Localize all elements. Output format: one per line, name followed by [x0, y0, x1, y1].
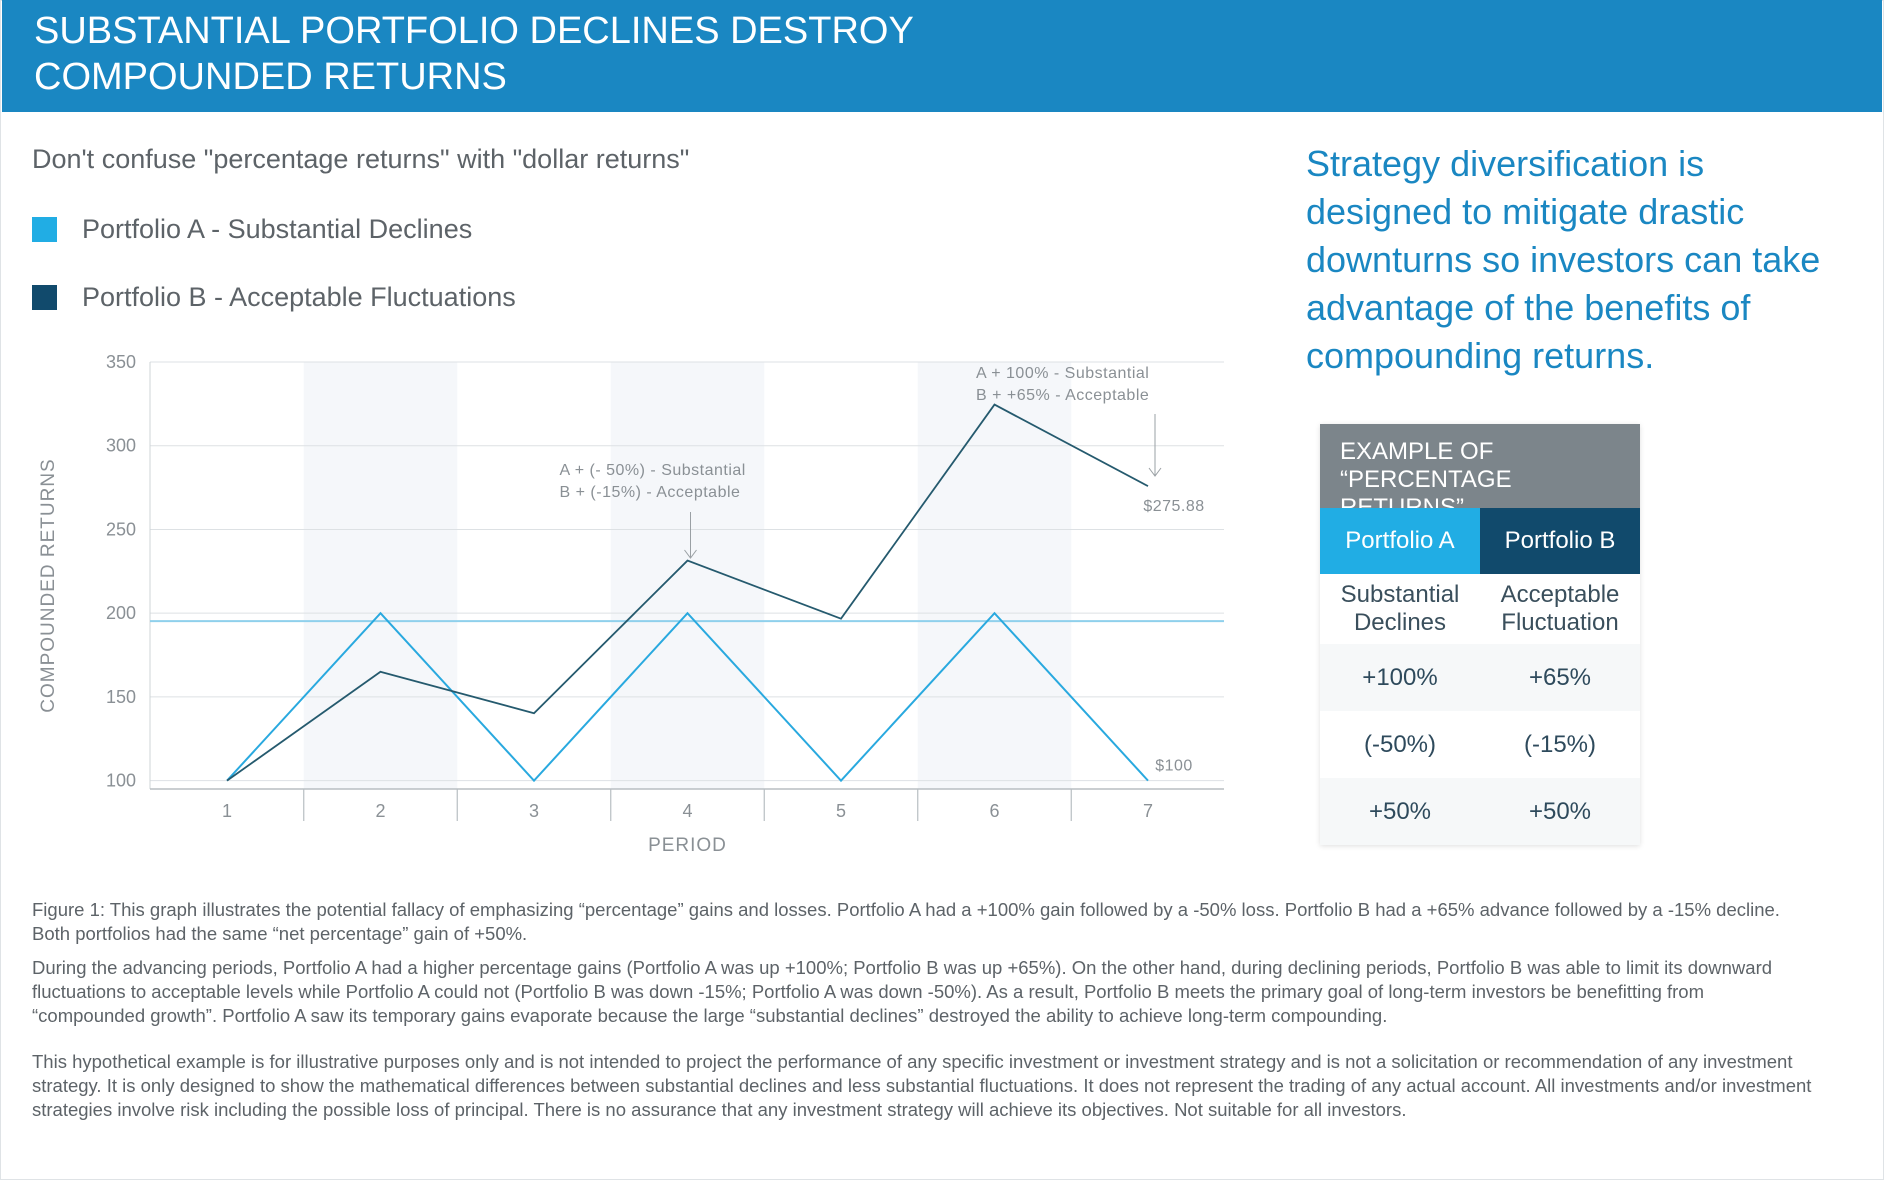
table-title: EXAMPLE OF “PERCENTAGE RETURNS” [1320, 424, 1640, 521]
page-title: SUBSTANTIAL PORTFOLIO DECLINES DESTROY C… [34, 10, 914, 98]
annotation-label: A + (- 50%) - Substantial [560, 462, 746, 479]
x-tick-label: 7 [1143, 801, 1153, 821]
table-cell: (-50%) [1363, 730, 1436, 758]
y-tick-label: 200 [106, 603, 136, 623]
legend-swatch-portfolio-b [32, 285, 57, 310]
table-desc-portfolio-b: Acceptable Fluctuation [1480, 574, 1640, 644]
x-tick-label: 6 [989, 801, 999, 821]
table-header-portfolio-a: Portfolio A [1320, 508, 1480, 574]
legend-swatch-portfolio-a [32, 217, 57, 242]
x-axis-label: PERIOD [648, 835, 727, 856]
table-desc-portfolio-a: Substantial Declines [1320, 574, 1480, 644]
annotation-label: B + +65% - Acceptable [976, 387, 1149, 404]
series-line-portfolio-a [226, 611, 1149, 783]
table-cell: +65% [1528, 663, 1592, 691]
annotation-label: A + 100% - Substantial [976, 365, 1149, 382]
line-chart: 100 150 200 250 300 350 1 2 3 4 5 6 7 PERIOD COMPOUNDE… [38, 352, 1224, 856]
table-cell: +100% [1362, 663, 1438, 691]
percentage-returns-table: EXAMPLE OF “PERCENTAGE RETURNS” Portfoli… [1320, 424, 1640, 845]
legend-label-portfolio-a: Portfolio A - Substantial Declines [82, 214, 473, 244]
table-cell: +50% [1528, 797, 1592, 825]
y-tick-label: 300 [106, 436, 136, 456]
annotation-arrowhead [1148, 467, 1162, 477]
x-tick-label: 4 [682, 801, 692, 821]
table-row: (-50%) (-15%) [1320, 711, 1640, 778]
y-tick-label: 250 [106, 519, 136, 539]
legend-label-portfolio-b: Portfolio B - Acceptable Fluctuations [82, 282, 516, 312]
column-band [303, 362, 458, 789]
table-cell: +50% [1368, 797, 1432, 825]
strategy-callout: Strategy diversification is designed to … [1306, 143, 1821, 376]
y-tick-label: 100 [106, 771, 136, 791]
table-row: +50% +50% [1320, 778, 1640, 845]
end-value-label: $275.88 [1143, 498, 1204, 515]
chart-subtitle: Don't confuse "percentage returns" with … [32, 144, 690, 174]
disclaimer: This hypothetical example is for illustr… [32, 1051, 1812, 1120]
table-cell: (-15%) [1523, 730, 1596, 758]
column-band [917, 362, 1072, 789]
column-band [610, 362, 765, 789]
end-value-label: $100 [1155, 758, 1193, 775]
header-banner: SUBSTANTIAL PORTFOLIO DECLINES DESTROY C… [2, 0, 1882, 112]
figure-caption: Figure 1: This graph illustrates the pot… [32, 899, 1780, 944]
y-tick-label: 150 [106, 687, 136, 707]
x-tick-label: 1 [222, 801, 232, 821]
table-row: +100% +65% [1320, 644, 1640, 711]
table-header-portfolio-b: Portfolio B [1480, 508, 1640, 574]
annotation-label: B + (-15%) - Acceptable [560, 484, 741, 501]
x-tick-label: 3 [529, 801, 539, 821]
x-tick-label: 2 [375, 801, 385, 821]
series-line-portfolio-b [226, 403, 1149, 782]
x-tick-label: 5 [836, 801, 846, 821]
figure-explanation: During the advancing periods, Portfolio … [32, 957, 1773, 1026]
y-axis-label: COMPOUNDED RETURNS [38, 458, 59, 712]
y-tick-label: 350 [106, 352, 136, 372]
annotation-arrowhead [684, 549, 697, 559]
figure-notes: Figure 1: This graph illustrates the pot… [32, 898, 1822, 1132]
